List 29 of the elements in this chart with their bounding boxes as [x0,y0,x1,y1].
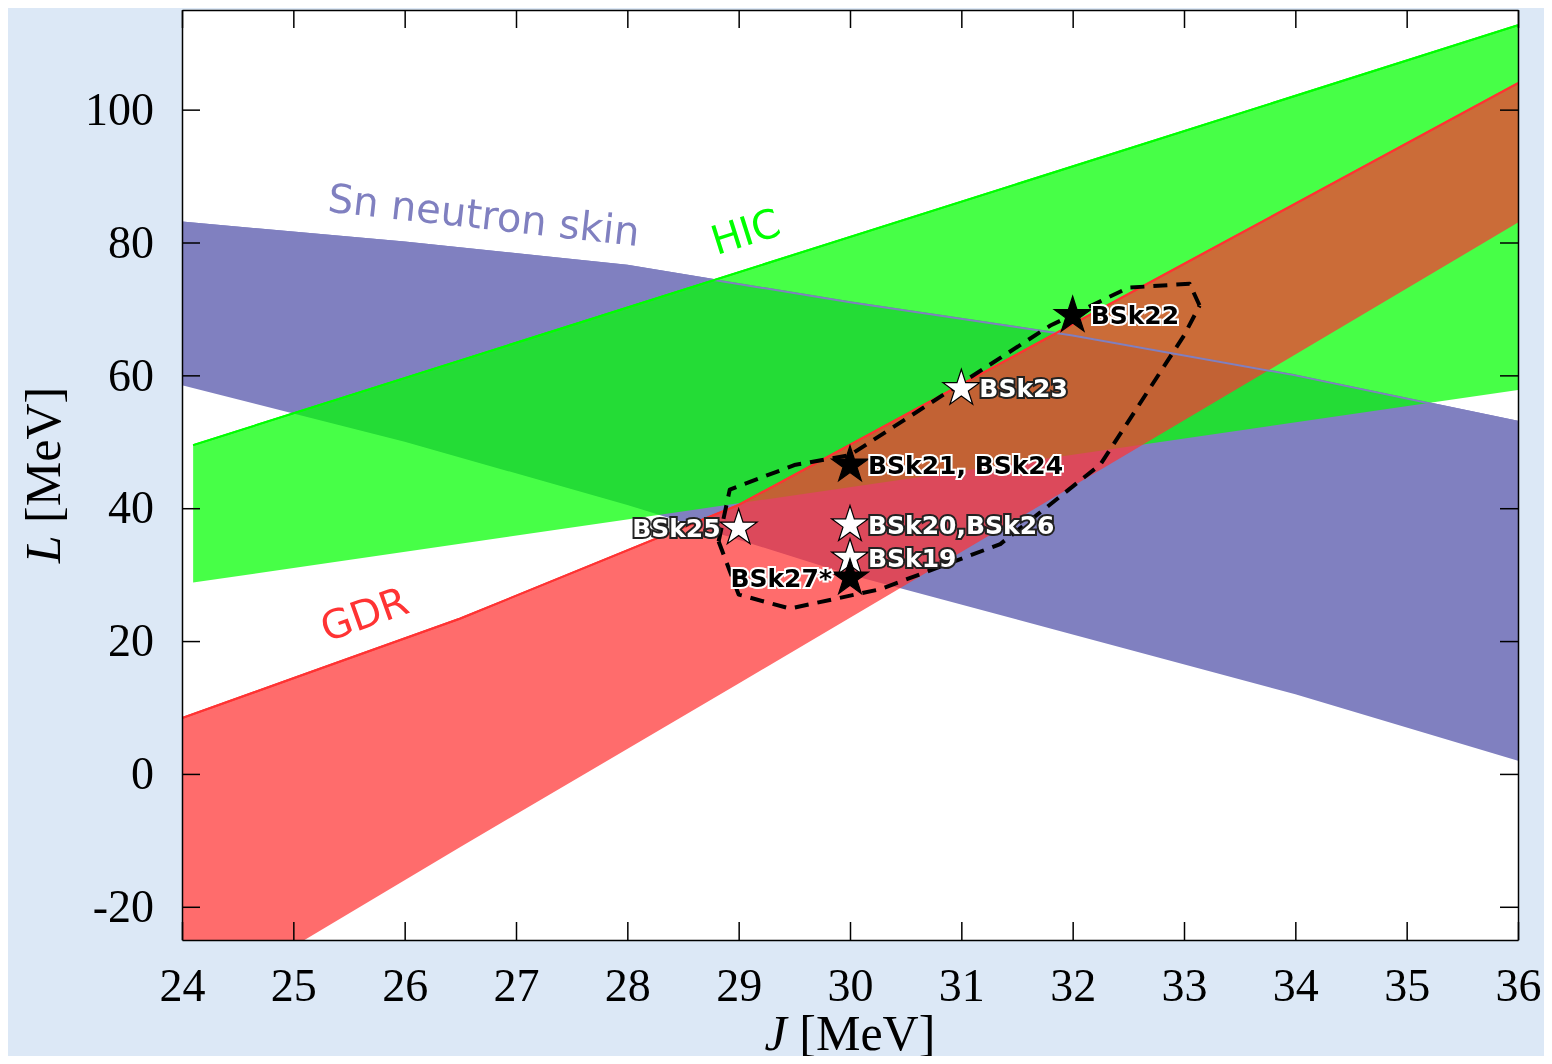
x-tick-label: 32 [1050,959,1097,1011]
y-tick-label: 40 [108,482,154,534]
text: Sn neutron skin [325,174,642,256]
series-label: BSk27* [730,563,832,593]
x-tick-label: 25 [270,959,317,1011]
x-tick-label: 27 [493,959,540,1011]
x-tick-label: 24 [159,959,206,1011]
y-axis-title: L [MeV] [15,386,71,565]
x-tick-label: 36 [1495,959,1542,1011]
x-tick-label: 28 [604,959,651,1011]
x-tick-label: 35 [1384,959,1431,1011]
text: HIC [705,198,786,264]
y-tick-label: 80 [108,216,154,268]
y-tick-label: 20 [108,615,154,667]
y-tick-label: -20 [92,881,154,933]
y-tick-label: 100 [85,83,154,135]
x-tick-label: 33 [1161,959,1208,1011]
series-label: BSk22 [1090,301,1180,331]
series-label: BSk19 [868,543,957,573]
y-tick-label: 60 [108,349,154,401]
series-label: BSk21, BSk24 [868,450,1064,480]
y-tick-label: 0 [131,748,154,800]
x-tick-label: 30 [827,959,874,1011]
x-tick-label: 29 [716,959,763,1011]
series-label: BSk23 [979,374,1068,404]
x-tick-label: 26 [382,959,429,1011]
x-tick-label: 31 [938,959,985,1011]
x-tick-label: 34 [1272,959,1319,1011]
text: GDR [314,577,415,651]
